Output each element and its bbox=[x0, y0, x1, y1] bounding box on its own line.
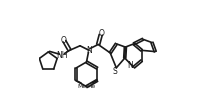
Text: N: N bbox=[86, 46, 92, 55]
Text: Me: Me bbox=[78, 83, 87, 88]
Text: NH: NH bbox=[56, 50, 68, 59]
Text: S: S bbox=[113, 66, 118, 75]
Text: O: O bbox=[98, 29, 104, 38]
Text: N: N bbox=[128, 61, 134, 69]
Text: Me: Me bbox=[86, 83, 95, 88]
Text: O: O bbox=[61, 36, 67, 44]
